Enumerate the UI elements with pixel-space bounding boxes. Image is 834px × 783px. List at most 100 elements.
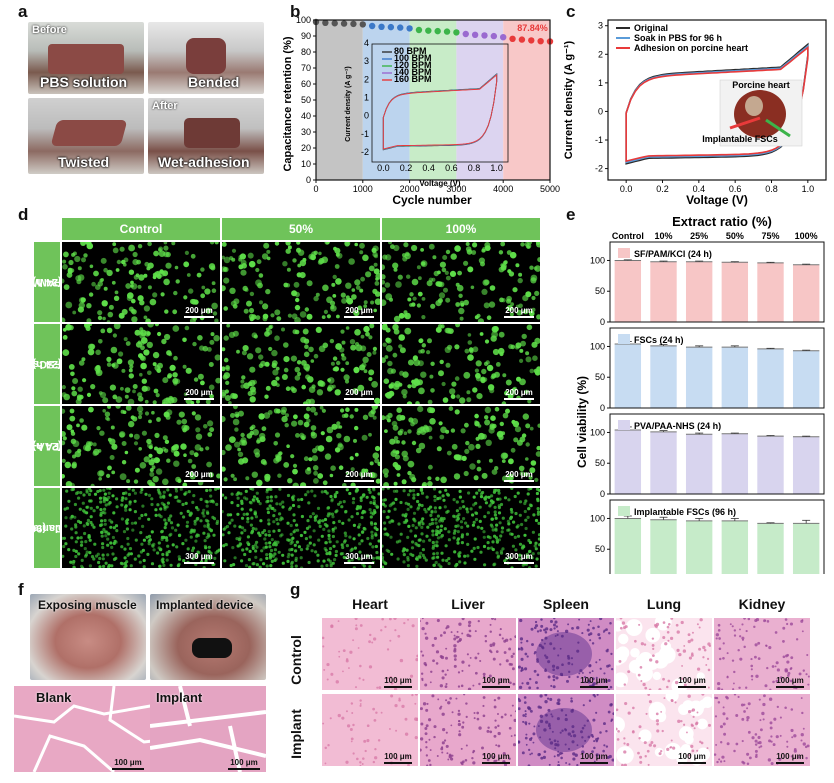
legend-label: 100 BPM <box>394 53 432 63</box>
cycle-band <box>503 20 550 180</box>
subplot-frame <box>609 499 825 574</box>
data-point <box>397 24 404 31</box>
microscopy-image: 200 μm <box>62 242 220 322</box>
y-tick-label: 100 <box>590 341 605 351</box>
histology-image <box>714 618 810 690</box>
y-tick-label: 50 <box>301 95 311 105</box>
scale-bar: 100 μm <box>776 676 804 688</box>
data-point <box>490 32 498 40</box>
scale-bar: 200 μm <box>504 470 534 482</box>
heart-shape <box>734 90 786 138</box>
data-point <box>481 32 488 39</box>
inset-y-tick: 3 <box>364 56 369 66</box>
row-header: Implant <box>288 709 304 759</box>
y-tick-label: 100 <box>590 255 605 265</box>
scale-bar: 100 μm <box>384 752 412 764</box>
data-point <box>462 30 469 38</box>
y-tick-label: 50 <box>595 286 605 296</box>
histology-image <box>616 694 712 766</box>
microscopy-image: 200 μm <box>382 406 540 486</box>
panel-label-g: g <box>290 580 301 599</box>
x-tick-label: 0.8 <box>765 184 778 194</box>
scale-bar: 200 μm <box>504 306 534 318</box>
inset-y-tick: 1 <box>364 92 369 102</box>
panel-c-chart: 0.0 0.2 0.4 0.6 0.8 1.0 -2 -1 0 1 2 3 OriginalSoak… <box>563 19 827 207</box>
y-tick-label: 40 <box>301 111 311 121</box>
histology-image <box>518 694 614 766</box>
data-point <box>359 21 366 28</box>
cycle-band <box>316 20 363 180</box>
red-lead <box>729 116 761 130</box>
y-ticks: 0 10 20 30 40 50 60 70 80 90 100 <box>296 15 316 185</box>
microscopy-image: 200 μm <box>382 324 540 404</box>
x-tick-label: 3000 <box>446 184 466 194</box>
data-point <box>453 29 460 36</box>
bar <box>792 436 820 494</box>
retention-points <box>312 18 554 45</box>
tissue-sample <box>50 120 128 146</box>
panel-label-d: d <box>18 205 29 224</box>
y-tick-label: 3 <box>598 21 603 31</box>
x-tick-label: 0 <box>313 184 318 194</box>
panel-label-e: e <box>566 205 576 224</box>
photo-caption: Implanted device <box>156 598 254 612</box>
category-label: 50% <box>726 231 744 241</box>
data-point <box>340 20 348 27</box>
bar <box>721 347 749 408</box>
scale-bar: 200 μm <box>344 470 374 482</box>
column-header: Liver <box>451 596 485 612</box>
green-lead <box>765 118 791 138</box>
photo-caption: Exposing muscle <box>38 598 137 612</box>
y-tick-label: 100 <box>590 427 605 437</box>
bar <box>792 350 820 408</box>
scale-bar: 200 μm <box>344 306 374 318</box>
inset-x-tick: 0.0 <box>377 163 390 173</box>
bar <box>685 520 713 574</box>
tissue-sample <box>186 38 226 74</box>
scale-bar: 100 μm <box>580 752 608 764</box>
scale-bar: 100 μm <box>384 676 412 688</box>
data-point <box>415 26 423 34</box>
row-header: Control <box>288 635 304 685</box>
panel-b-chart: 0 1000 2000 3000 4000 5000 010203040506070809… <box>282 15 560 207</box>
data-point <box>387 23 395 31</box>
y-tick-label: -1 <box>595 135 603 145</box>
photo-twisted: Twisted <box>28 98 144 174</box>
scale-bar: 100 μm <box>482 676 510 688</box>
implanted-device-shape <box>192 638 232 658</box>
scale-bar: 300 μm <box>344 552 374 564</box>
legend-label: 140 BPM <box>394 67 432 77</box>
bar <box>757 348 784 408</box>
x-ticks: 0.0 0.2 0.4 0.6 0.8 1.0 <box>620 180 814 194</box>
data-point <box>406 25 413 32</box>
data-point <box>528 37 535 44</box>
inset-y-tick: 2 <box>364 74 369 84</box>
column-header: Heart <box>352 596 388 612</box>
subplot-frame <box>609 413 825 495</box>
scale-bar: 100 μm <box>580 676 608 688</box>
bar <box>792 523 820 574</box>
inset-x-tick: 0.4 <box>422 163 435 173</box>
y-axis-label: Cell viability (%) <box>575 376 589 468</box>
cycle-bands <box>316 20 550 180</box>
y-tick-label: 0 <box>600 489 605 499</box>
y-tick-label: 1 <box>598 78 603 88</box>
data-point <box>425 27 432 34</box>
row-header: FSCs (24 h) <box>32 324 62 404</box>
histology-caption: Implant <box>156 690 203 705</box>
row-header: SF/PAM/KCl (24 h) <box>16 242 78 322</box>
viability-subplot: 050100Implantable FSCs (96 h) <box>590 499 825 574</box>
legend-swatch <box>618 334 630 344</box>
bar <box>614 430 642 494</box>
histology-implant <box>150 686 266 772</box>
row-header: Implantable FSCs (96 h) <box>16 488 78 568</box>
inset-y-tick: 4 <box>364 38 369 48</box>
scale-bar: 300 μm <box>184 552 214 564</box>
data-point <box>537 38 544 45</box>
scale-bar: 300 μm <box>504 552 534 564</box>
bar <box>721 520 749 574</box>
histology-image <box>714 694 810 766</box>
cycle-band <box>456 20 504 180</box>
data-point <box>368 22 376 30</box>
